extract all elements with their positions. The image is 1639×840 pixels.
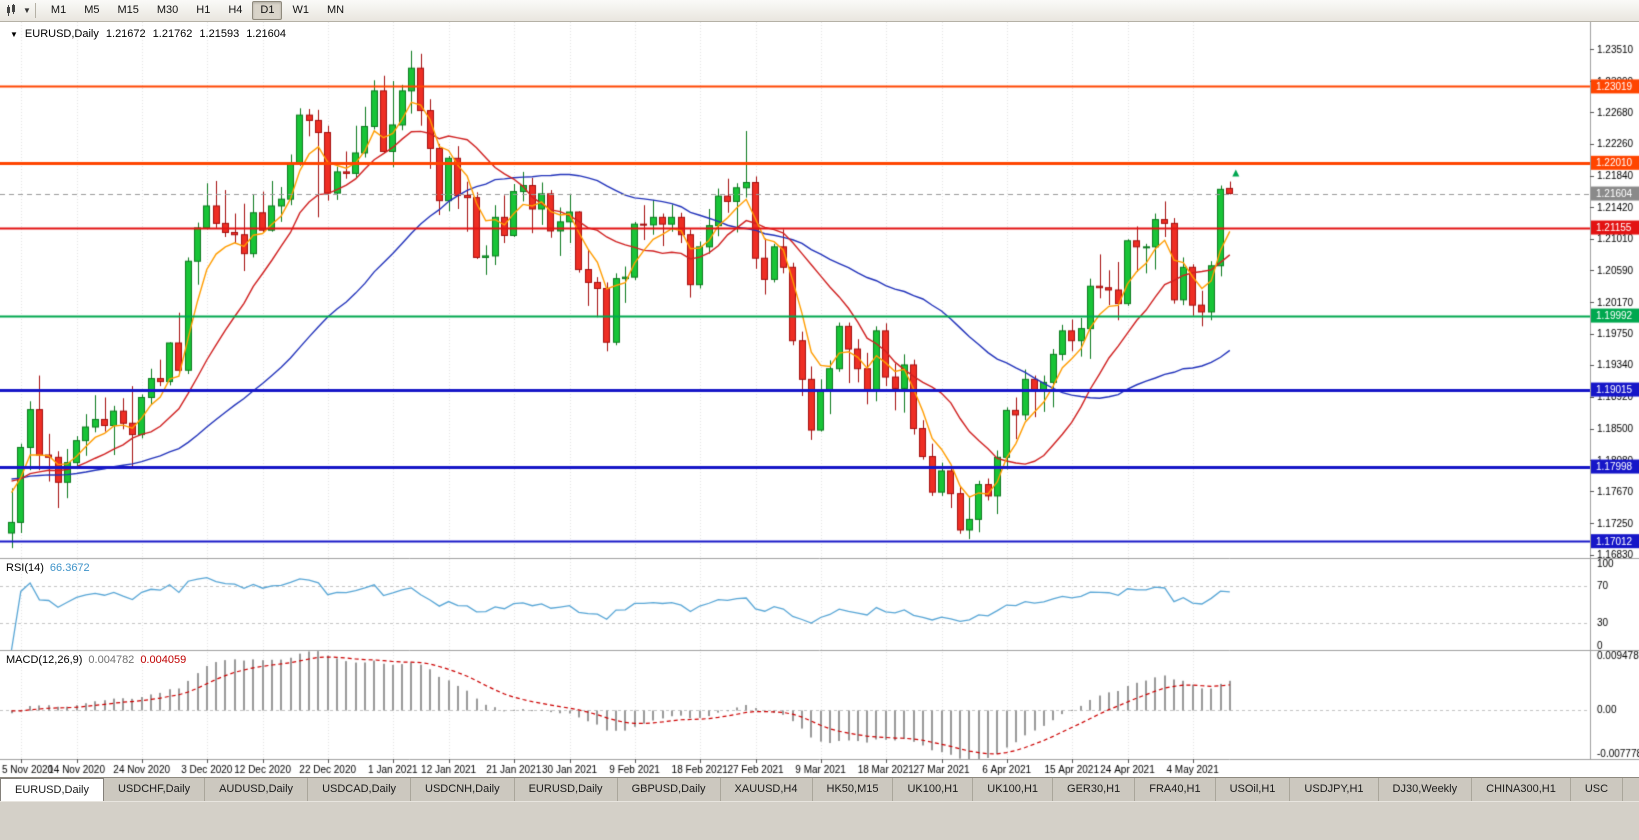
timeframe-toolbar: ▼ M1 M5 M15 M30 H1 H4 D1 W1 MN xyxy=(0,0,1639,22)
timeframe-m15-button[interactable]: M15 xyxy=(117,4,139,16)
tab-china300-h1[interactable]: CHINA300,H1 xyxy=(1472,778,1571,801)
chevron-down-icon[interactable]: ▼ xyxy=(23,6,31,15)
timeframe-w1-button[interactable]: W1 xyxy=(292,4,309,16)
tab-gbpusd-daily[interactable]: GBPUSD,Daily xyxy=(618,778,721,801)
tab-ger30-h1[interactable]: GER30,H1 xyxy=(1053,778,1136,801)
tab-usdchf-daily[interactable]: USDCHF,Daily xyxy=(104,778,206,801)
tab-hk50-m15[interactable]: HK50,M15 xyxy=(813,778,894,801)
timeframe-m30-button[interactable]: M30 xyxy=(156,4,179,16)
tab-usdcnh-daily[interactable]: USDCNH,Daily xyxy=(411,778,515,801)
timeframe-h4-button[interactable]: H4 xyxy=(228,4,243,16)
chart-window: ▼ EURUSD,Daily 1.21672 1.21762 1.21593 1… xyxy=(0,22,1639,777)
timeframe-m1-button[interactable]: M1 xyxy=(50,4,67,16)
tab-xauusd-h4[interactable]: XAUUSD,H4 xyxy=(721,778,813,801)
chart-canvas[interactable] xyxy=(0,22,1639,777)
status-strip xyxy=(0,801,1639,840)
tab-audusd-daily[interactable]: AUDUSD,Daily xyxy=(205,778,309,801)
tab-uk100-h1[interactable]: UK100,H1 xyxy=(893,778,974,801)
tab-usdcad-daily[interactable]: USDCAD,Daily xyxy=(308,778,412,801)
timeframe-m5-button[interactable]: M5 xyxy=(84,4,100,16)
tab-uk100-h1[interactable]: UK100,H1 xyxy=(973,778,1054,801)
tab-usdjpy-h1[interactable]: USDJPY,H1 xyxy=(1290,778,1379,801)
toolbar-separator xyxy=(34,3,36,18)
chart-tabs-bar: EURUSD,Daily USDCHF,Daily AUDUSD,Daily USDC… xyxy=(0,777,1639,801)
tab-usoil-h1[interactable]: USOil,H1 xyxy=(1216,778,1291,801)
tab-eurusd-daily[interactable]: EURUSD,Daily xyxy=(0,778,104,801)
tab-eurusd-daily[interactable]: EURUSD,Daily xyxy=(515,778,618,801)
timeframe-buttons: M1 M5 M15 M30 H1 H4 D1 W1 MN xyxy=(42,1,353,20)
tab-fra40-h1[interactable]: FRA40,H1 xyxy=(1135,778,1216,801)
tab-usc[interactable]: USC xyxy=(1571,778,1624,801)
timeframe-h1-button[interactable]: H1 xyxy=(196,4,211,16)
candlestick-chart-icon[interactable] xyxy=(6,4,20,17)
timeframe-mn-button[interactable]: MN xyxy=(326,4,345,16)
timeframe-d1-button[interactable]: D1 xyxy=(252,1,283,20)
tab-dj30-weekly[interactable]: DJ30,Weekly xyxy=(1379,778,1473,801)
